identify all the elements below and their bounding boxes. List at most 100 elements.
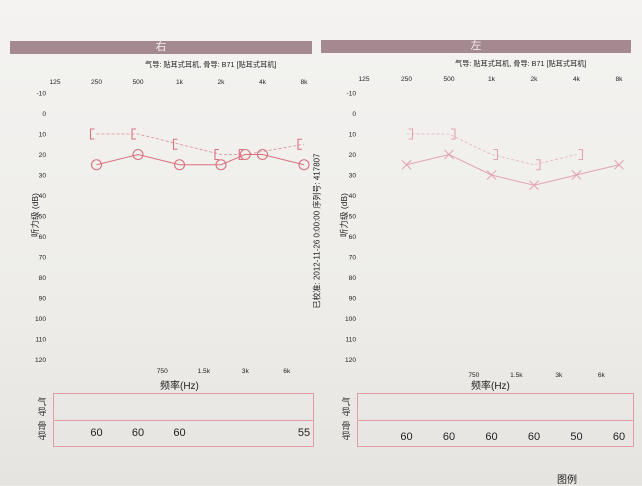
- left-table-value-2: 60: [485, 431, 497, 443]
- left-y-tick-4: 30: [349, 173, 357, 180]
- left-air-point-0: [401, 159, 412, 170]
- left-y-tick-7: 60: [349, 234, 357, 241]
- left-table-row1-label: 气导: [341, 397, 351, 417]
- left-freq-top-5: 4k: [573, 76, 581, 83]
- left-y-tick-13: 120: [345, 357, 356, 364]
- right-bone-point-5: [297, 138, 302, 150]
- left-table-value-3: 60: [528, 431, 540, 443]
- left-freq-top-6: 8k: [616, 76, 624, 83]
- left-y-tick-10: 90: [349, 296, 357, 303]
- right-bone-point-3: [214, 148, 219, 161]
- right-table-value-1: 60: [132, 427, 144, 439]
- left-air-point-3: [529, 180, 539, 191]
- right-y-tick-6: 50: [39, 214, 47, 221]
- right-freq-bottom-1: 1.5k: [198, 368, 211, 375]
- left-y-tick-0: -10: [346, 91, 356, 98]
- right-ear-equipment-note: 气导: 贴耳式耳机, 骨导: B71 [贴耳式耳机]: [145, 60, 277, 69]
- left-y-tick-5: 40: [349, 193, 357, 200]
- left-air-point-5: [614, 159, 624, 170]
- left-ear-threshold-table: [357, 393, 634, 447]
- right-table-row1-label: 气导: [37, 397, 47, 417]
- left-y-tick-11: 100: [345, 316, 356, 323]
- left-freq-top-2: 500: [443, 76, 454, 83]
- right-y-tick-8: 70: [39, 255, 47, 262]
- left-freq-bottom-3: 6k: [598, 372, 606, 379]
- right-freq-top-3: 1k: [176, 79, 184, 86]
- right-ear-header-bar: 右: [10, 41, 312, 54]
- left-bone-point-0: [408, 128, 414, 140]
- right-y-tick-12: 110: [35, 337, 46, 344]
- right-air-conduction-line: [96, 153, 305, 166]
- right-y-tick-5: 40: [39, 193, 47, 200]
- left-ear-header-bar: 左: [321, 40, 631, 53]
- calibration-note: 已校准: 2012-11-26 0:00:00 序列号: 417807: [312, 153, 322, 309]
- right-freq-top-6: 8k: [301, 79, 309, 86]
- right-freq-top-5: 4k: [259, 79, 267, 86]
- left-air-point-4: [571, 170, 582, 180]
- left-bone-point-4: [578, 148, 584, 161]
- left-y-tick-12: 110: [345, 337, 356, 344]
- right-table-value-0: 60: [90, 427, 102, 439]
- left-y-tick-6: 50: [349, 214, 357, 221]
- right-table-value-2: 60: [173, 427, 185, 439]
- right-table-value-3: 55: [298, 427, 310, 439]
- right-air-point-2: [173, 159, 186, 171]
- left-freq-top-1: 250: [401, 76, 412, 83]
- right-air-point-6: [298, 159, 310, 171]
- right-y-tick-11: 100: [35, 316, 46, 323]
- left-freq-bottom-0: 750: [468, 372, 479, 379]
- left-y-tick-8: 70: [349, 255, 357, 262]
- right-freq-top-4: 2k: [218, 79, 226, 86]
- right-bone-point-1: [131, 128, 136, 140]
- right-y-tick-3: 20: [39, 152, 47, 159]
- right-bone-point-2: [172, 138, 178, 150]
- left-table-value-1: 60: [443, 431, 455, 443]
- right-ear-x-axis-label: 频率(Hz): [160, 381, 199, 392]
- left-y-tick-1: 0: [352, 111, 356, 118]
- left-y-tick-9: 80: [349, 275, 357, 282]
- right-table-row2-label: 骨导: [37, 421, 47, 441]
- right-freq-top-1: 250: [91, 79, 102, 86]
- left-table-value-4: 50: [570, 431, 582, 443]
- left-table-value-0: 60: [400, 431, 412, 443]
- left-table-row2-label: 骨导: [341, 421, 351, 441]
- right-y-tick-4: 30: [39, 173, 47, 180]
- left-table-value-5: 60: [613, 431, 625, 443]
- right-bone-point-0: [89, 128, 95, 140]
- right-y-tick-10: 90: [39, 296, 47, 303]
- right-y-tick-13: 120: [35, 357, 46, 364]
- left-air-point-2: [486, 170, 497, 180]
- left-ear-equipment-note: 气导: 贴耳式耳机, 骨导: B71 [贴耳式耳机]: [455, 59, 587, 68]
- left-y-tick-3: 20: [349, 152, 357, 159]
- right-y-tick-1: 0: [42, 111, 46, 118]
- left-bone-point-1: [451, 128, 456, 140]
- right-air-point-3: [215, 159, 227, 171]
- right-air-point-0: [90, 159, 103, 171]
- right-freq-top-0: 125: [49, 79, 60, 86]
- left-ear-x-axis-label: 频率(Hz): [471, 381, 510, 392]
- legend-title: 图例: [557, 475, 577, 486]
- left-freq-bottom-2: 3k: [555, 372, 563, 379]
- left-bone-conduction-line: [406, 133, 577, 166]
- left-y-tick-2: 10: [349, 132, 357, 139]
- left-freq-top-4: 2k: [531, 76, 539, 83]
- right-bone-conduction-line: [96, 133, 305, 155]
- right-y-tick-0: -10: [36, 91, 46, 98]
- right-freq-bottom-2: 3k: [242, 368, 250, 375]
- right-bone-point-4: [238, 148, 244, 161]
- right-air-point-4: [239, 148, 251, 161]
- right-air-point-5: [256, 148, 269, 161]
- left-freq-bottom-1: 1.5k: [510, 372, 523, 379]
- right-ear-threshold-table: [53, 393, 314, 447]
- right-air-point-1: [132, 148, 144, 161]
- left-freq-top-0: 125: [358, 76, 369, 83]
- left-freq-top-3: 1k: [488, 76, 496, 83]
- left-bone-point-2: [493, 148, 499, 161]
- right-freq-bottom-3: 6k: [283, 368, 291, 375]
- right-freq-bottom-0: 750: [157, 368, 168, 375]
- right-freq-top-2: 500: [132, 79, 143, 86]
- right-y-tick-7: 60: [39, 234, 47, 241]
